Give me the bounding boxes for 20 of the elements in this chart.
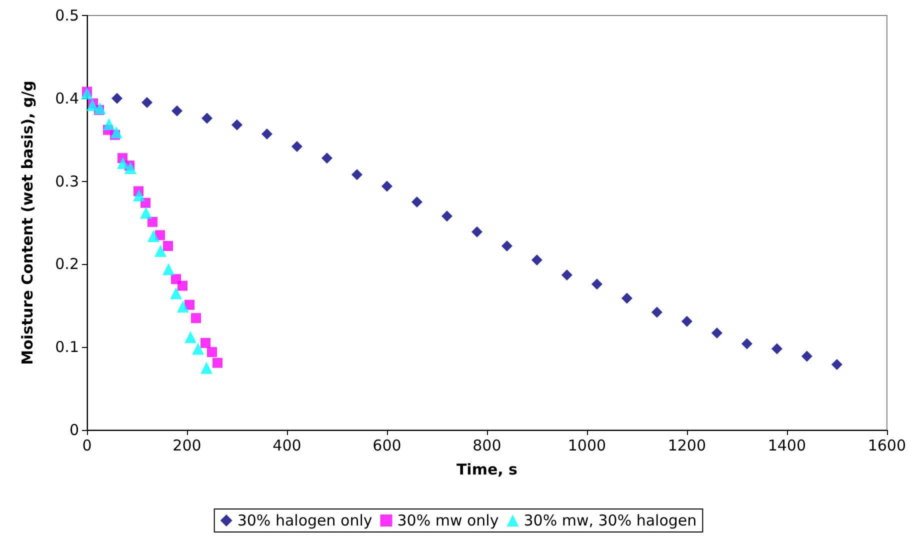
- y-tick-label: 0.4: [55, 89, 79, 108]
- y-tick-label: 0.3: [55, 172, 79, 190]
- x-tick-label: 800: [472, 436, 502, 454]
- y-axis-title: Moisture Content (wet basis), g/g: [18, 80, 36, 365]
- y-tick-label: 0.2: [55, 255, 79, 274]
- x-tick-label: 1400: [768, 436, 806, 454]
- x-tick-label: 600: [372, 436, 402, 454]
- x-axis-title: Time, s: [456, 460, 518, 478]
- x-tick-label: 200: [172, 436, 202, 454]
- x-tick-label: 1000: [568, 436, 606, 454]
- y-tick-label: 0.1: [55, 338, 79, 356]
- legend-label: 30% mw only: [397, 512, 499, 530]
- y-tick-label: 0: [69, 421, 79, 439]
- x-tick-label: 400: [272, 436, 302, 454]
- legend-label: 30% mw, 30% halogen: [524, 512, 697, 530]
- y-tick-label: 0.5: [55, 6, 79, 24]
- x-tick-label: 1600: [868, 436, 906, 454]
- legend-label: 30% halogen only: [237, 512, 372, 530]
- x-tick-label: 0: [82, 436, 92, 454]
- x-tick-label: 1200: [668, 436, 706, 454]
